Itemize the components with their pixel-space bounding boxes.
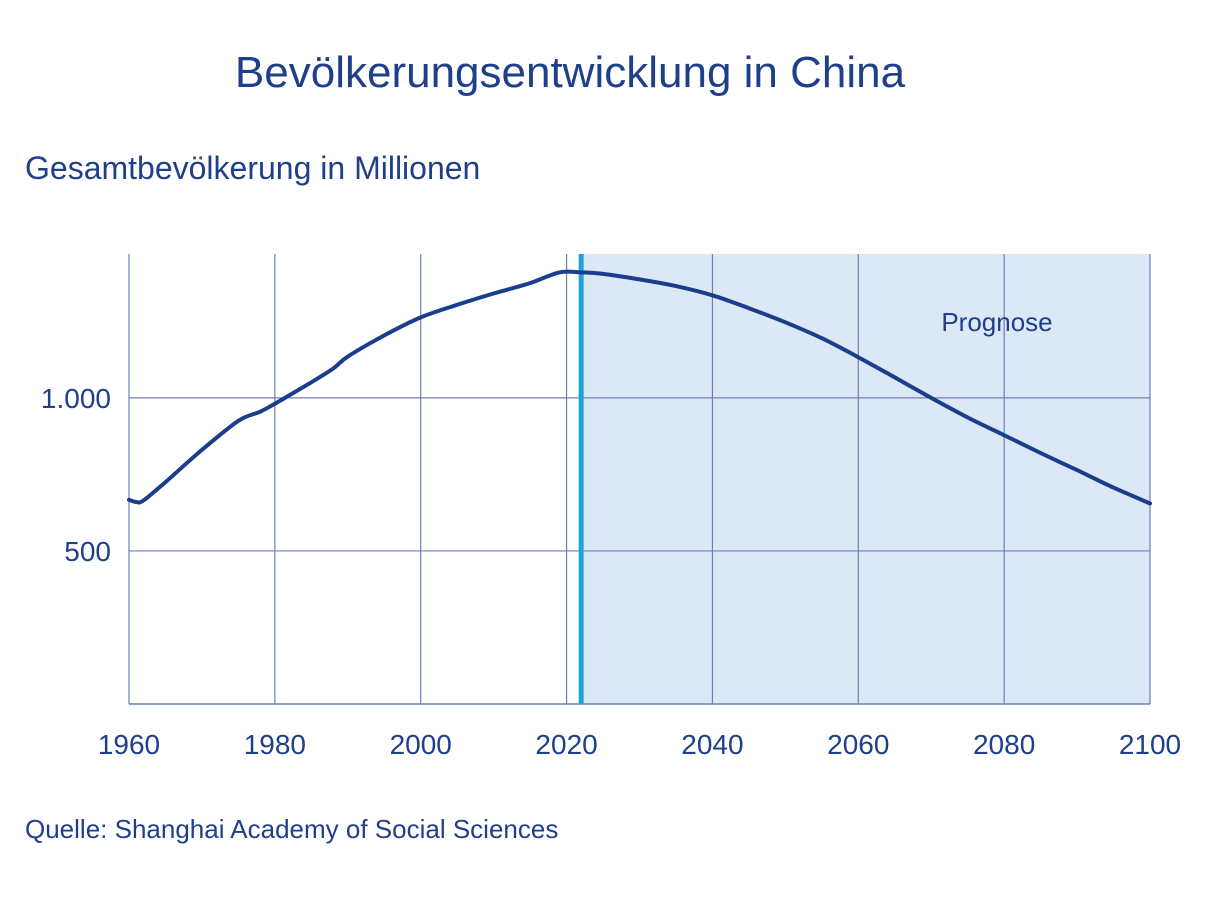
grid (128, 254, 1151, 705)
forecast-area (581, 254, 1150, 704)
x-tick-label: 2040 (681, 729, 743, 760)
x-tick-label: 2020 (535, 729, 597, 760)
source-note: Quelle: Shanghai Academy of Social Scien… (25, 814, 559, 844)
y-axis-ticks: 500 1.000 (41, 383, 111, 567)
x-tick-label: 2000 (390, 729, 452, 760)
population-line (127, 269, 1152, 506)
x-tick-label: 1980 (244, 729, 306, 760)
chart-title: Bevölkerungsentwicklung in China (234, 48, 906, 97)
x-tick-label: 1960 (98, 729, 160, 760)
y-axis-label: Gesamtbevölkerung in Millionen (25, 150, 481, 186)
x-axis-ticks: 1960 1980 2000 2020 2040 2060 2080 2100 (98, 729, 1181, 760)
y-tick-label: 500 (64, 536, 111, 567)
y-tick-label: 1.000 (41, 383, 111, 414)
x-tick-label: 2060 (827, 729, 889, 760)
x-tick-label: 2100 (1119, 729, 1181, 760)
x-tick-label: 2080 (973, 729, 1035, 760)
forecast-label: Prognose (941, 307, 1052, 337)
